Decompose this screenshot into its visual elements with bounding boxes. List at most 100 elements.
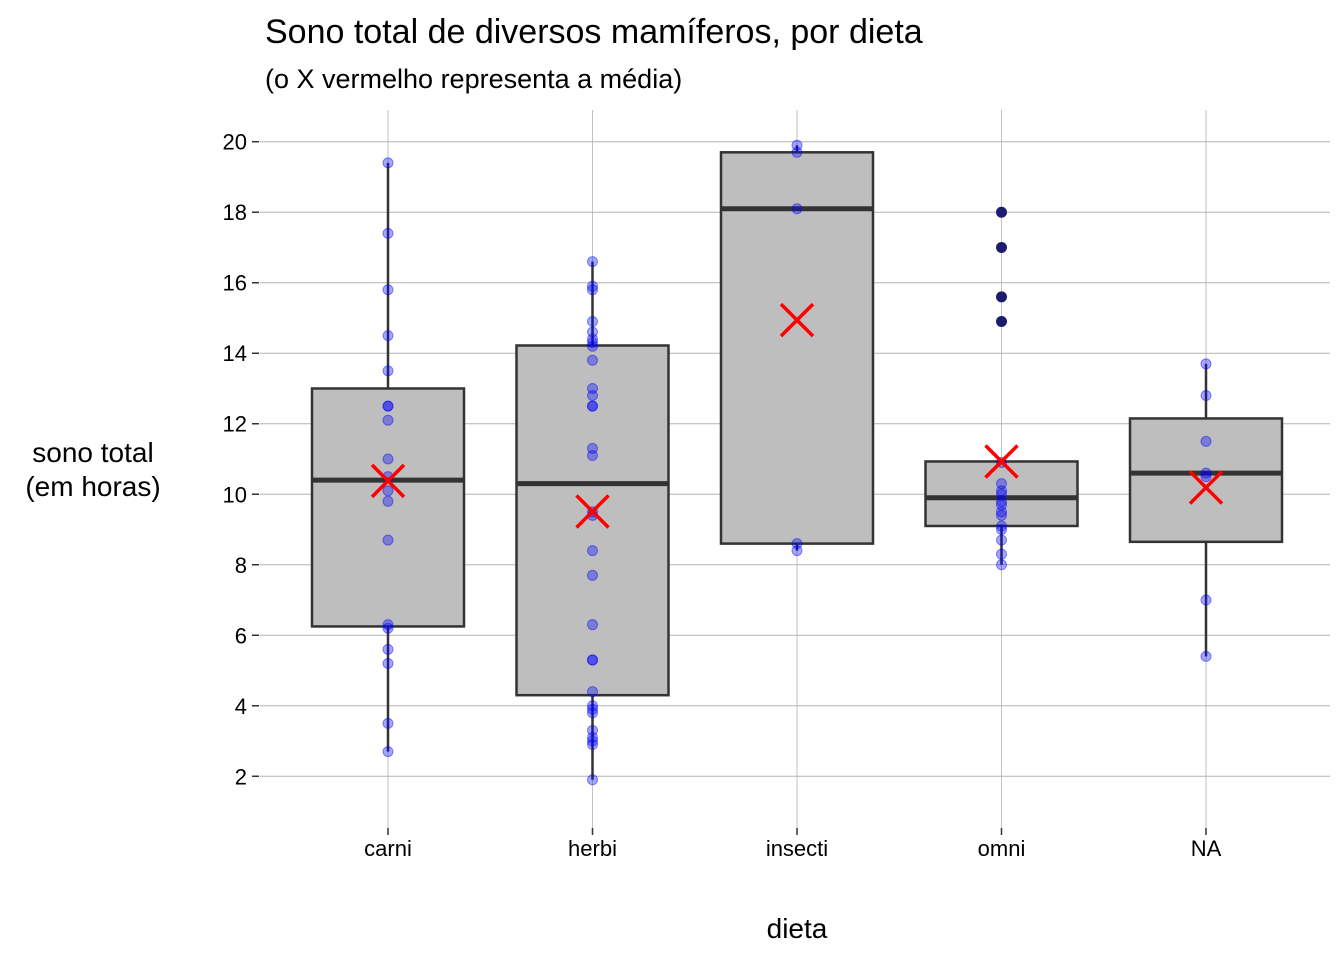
data-point [1200,471,1212,483]
y-tick-label: 16 [223,271,247,296]
data-point [587,400,598,412]
data-point [791,146,803,158]
data-point [791,203,803,215]
data-point [996,485,1007,497]
data-point [996,534,1007,546]
box-omni [924,460,1079,528]
data-point [587,654,598,666]
data-point [382,400,394,412]
mean-marker-insecti-b [779,302,815,338]
data-point [587,735,598,747]
y-axis-title-line-1: sono total [32,437,153,468]
data-point [996,520,1007,532]
x-tick-label: insecti [766,836,828,861]
outlier-point [996,316,1007,328]
boxes [310,145,1284,780]
data-point [382,619,394,631]
data-point [1200,650,1212,662]
y-tick-label: 6 [235,623,247,648]
data-point [382,157,394,169]
data-point [382,746,394,758]
data-point [587,739,598,751]
data-point [382,534,394,546]
data-point [791,538,803,550]
data-point [382,453,394,465]
data-point [996,488,1007,500]
box-carni [310,387,466,628]
data-point [382,622,394,634]
data-point [587,337,598,349]
outlier-point [996,206,1007,218]
data-point [382,657,394,669]
data-point [587,340,598,352]
data-point [587,707,598,719]
data-point [382,414,394,426]
data-points [382,139,1212,786]
data-point [587,654,598,666]
data-point [996,506,1007,518]
data-point [791,545,803,557]
data-point [996,499,1007,511]
data-point [996,509,1007,521]
x-tick-label: herbi [568,836,617,861]
x-tick-label: carni [364,836,412,861]
outlier-point [996,241,1007,253]
y-tick-label: 12 [223,412,247,437]
box-na [1128,417,1284,544]
data-point [1200,390,1212,402]
data-point [587,354,598,366]
data-point [587,724,598,736]
data-point [587,442,598,454]
y-tick-label: 18 [223,200,247,225]
data-point [382,643,394,655]
data-point [587,545,598,557]
data-point [587,700,598,712]
mean-marker-herbi-b [575,494,610,529]
axes: 2 4 6 8 10 12 14 16 18 20 carni herbi insecti omni NA [223,130,1222,861]
data-point [1200,358,1212,370]
data-point [1200,594,1212,606]
data-point [1200,467,1212,479]
data-point [587,569,598,581]
data-point [791,139,803,151]
y-tick-label: 20 [223,130,247,155]
data-point [587,326,598,338]
data-point [382,717,394,729]
data-point [382,227,394,239]
outlier-point [996,291,1007,303]
box-insecti [719,151,875,545]
data-point [587,774,598,786]
mean-marker-carni-b [370,463,406,499]
data-point [1200,435,1212,447]
y-tick-label: 4 [235,694,247,719]
y-axis-title-line-2: (em horas) [25,471,160,502]
data-point [382,400,394,412]
data-point [587,390,598,402]
data-point [996,548,1007,560]
x-tick-label: NA [1191,836,1222,861]
data-point [587,280,598,292]
data-point [587,333,598,345]
data-point [382,365,394,377]
data-point [382,485,394,497]
chart-title: Sono total de diversos mamíferos, por di… [265,13,923,51]
data-point [587,256,598,268]
x-axis-title: dieta [767,913,828,944]
data-point [996,559,1007,571]
y-tick-label: 8 [235,553,247,578]
data-point [996,495,1007,507]
data-point [382,330,394,342]
mean-marker-omni-b [984,444,1019,479]
chart-subtitle: (o X vermelho representa a média) [265,64,682,94]
box-herbi [515,344,670,697]
mean-marker-na-b [1188,470,1224,505]
y-tick-label: 10 [223,482,247,507]
data-point [587,449,598,461]
data-point [587,284,598,296]
data-point [587,400,598,412]
data-point [996,524,1007,536]
x-tick-label: omni [978,836,1026,861]
data-point [587,731,598,743]
y-tick-label: 2 [235,764,247,789]
